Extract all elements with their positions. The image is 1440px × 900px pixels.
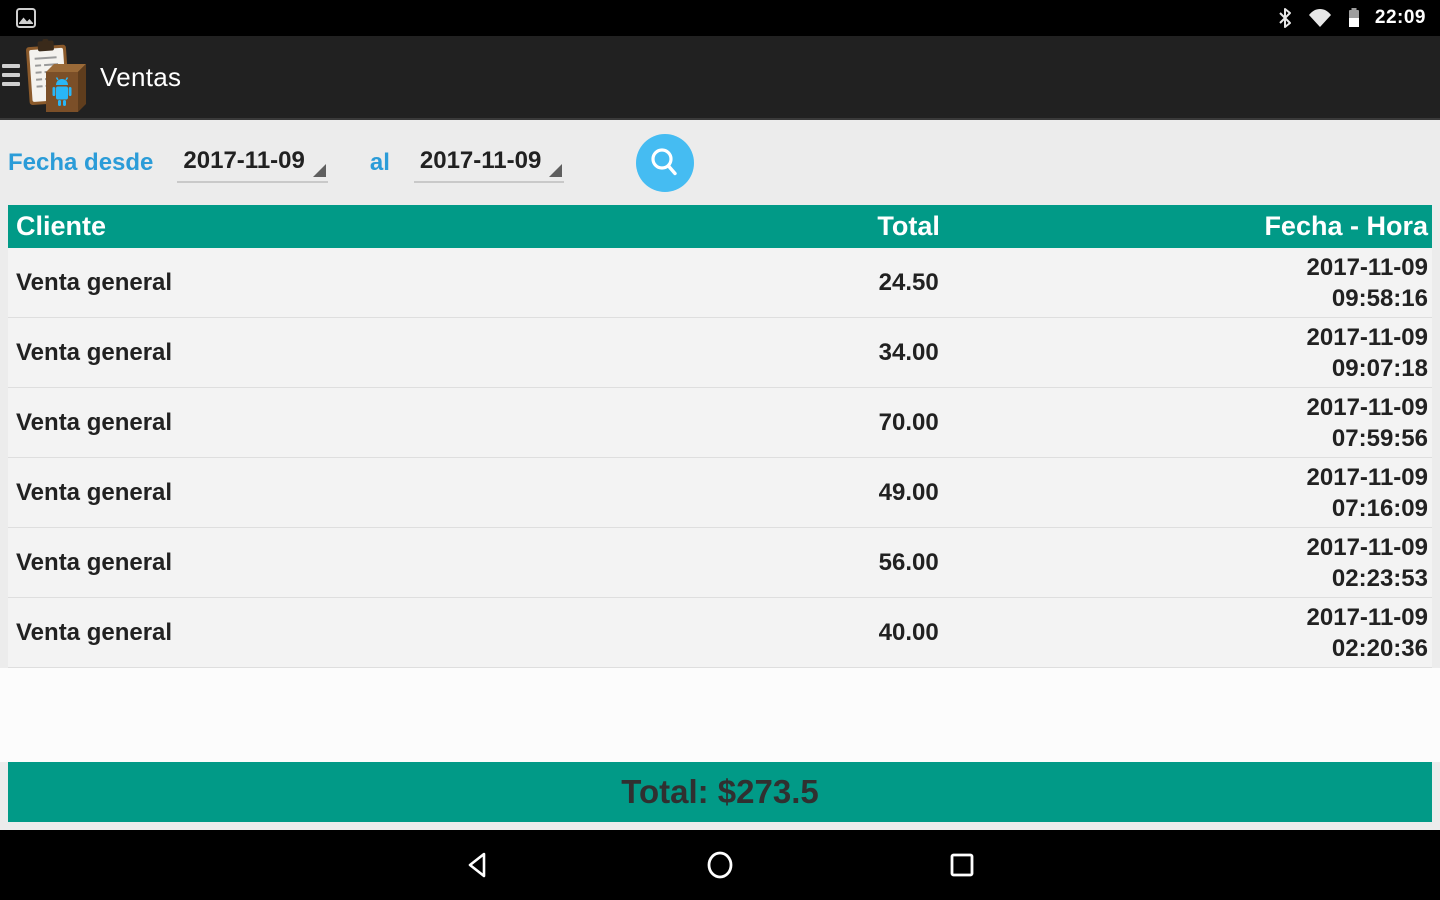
table-row[interactable]: Venta general 70.00 2017-11-09 07:59:56	[8, 388, 1432, 458]
menu-icon[interactable]	[2, 64, 20, 86]
back-icon	[468, 852, 486, 878]
time-line: 02:20:36	[1331, 634, 1428, 662]
datetime-cell: 2017-11-09 02:23:53	[1019, 532, 1432, 594]
time-line: 09:07:18	[1331, 354, 1428, 382]
battery-icon	[1348, 8, 1359, 27]
clock: 22:09	[1374, 7, 1426, 28]
date-from-spinner[interactable]: 2017-11-09	[177, 143, 328, 183]
header-datetime: Fecha - Hora	[1264, 211, 1428, 241]
sales-table: Cliente Total Fecha - Hora Venta general…	[8, 205, 1432, 668]
total-cell: 70.00	[878, 408, 939, 436]
table-row[interactable]: Venta general 56.00 2017-11-09 02:23:53	[8, 528, 1432, 598]
table-row[interactable]: Venta general 34.00 2017-11-09 09:07:18	[8, 318, 1432, 388]
datetime-cell: 2017-11-09 07:59:56	[1019, 392, 1432, 454]
time-line: 07:16:09	[1331, 494, 1428, 522]
status-system-icons: 22:09	[1275, 6, 1426, 30]
status-bar: 22:09	[0, 0, 1440, 36]
recents-button[interactable]	[930, 841, 994, 889]
app-bar: Ventas	[0, 36, 1440, 120]
total-cell: 56.00	[878, 548, 939, 576]
client-cell: Venta general	[16, 338, 173, 366]
navigation-bar	[0, 830, 1440, 900]
status-notifications	[14, 6, 38, 30]
date-to-value: 2017-11-09	[419, 146, 542, 174]
client-cell: Venta general	[16, 478, 173, 506]
screenshot-icon	[16, 8, 36, 28]
search-button[interactable]	[636, 133, 695, 192]
magnifier-icon	[651, 147, 678, 175]
header-client: Cliente	[16, 211, 107, 241]
grand-total-bar: Total: $273.5	[8, 762, 1432, 822]
empty-area	[0, 668, 1440, 762]
total-cell: 34.00	[878, 338, 939, 366]
page-title: Ventas	[100, 61, 182, 92]
total-cell: 49.00	[878, 478, 939, 506]
client-cell: Venta general	[16, 408, 173, 436]
header-total: Total	[877, 211, 940, 241]
client-cell: Venta general	[16, 548, 173, 576]
datetime-cell: 2017-11-09 09:07:18	[1019, 322, 1432, 384]
time-line: 09:58:16	[1331, 284, 1428, 312]
date-line: 2017-11-09	[1306, 463, 1428, 491]
total-cell: 24.50	[878, 268, 939, 296]
table-row[interactable]: Venta general 24.50 2017-11-09 09:58:16	[8, 248, 1432, 318]
date-line: 2017-11-09	[1306, 533, 1428, 561]
date-to-label: al	[369, 148, 390, 176]
datetime-cell: 2017-11-09 09:58:16	[1019, 252, 1432, 314]
client-cell: Venta general	[16, 618, 173, 646]
filter-row: Fecha desde 2017-11-09 al 2017-11-09	[0, 120, 1440, 205]
wifi-icon	[1308, 9, 1331, 27]
date-line: 2017-11-09	[1306, 603, 1428, 631]
grand-total-label: Total: $273.5	[621, 773, 819, 810]
date-from-value: 2017-11-09	[183, 146, 305, 174]
date-line: 2017-11-09	[1306, 323, 1428, 351]
total-cell: 40.00	[878, 618, 939, 646]
back-button[interactable]	[446, 841, 510, 889]
date-line: 2017-11-09	[1306, 393, 1428, 421]
client-cell: Venta general	[16, 268, 173, 296]
time-line: 02:23:53	[1331, 564, 1428, 592]
spinner-arrow-icon	[549, 163, 563, 177]
date-from-label: Fecha desde	[8, 148, 154, 176]
home-button[interactable]	[688, 841, 752, 889]
date-to-spinner[interactable]: 2017-11-09	[413, 143, 565, 183]
table-row[interactable]: Venta general 49.00 2017-11-09 07:16:09	[8, 458, 1432, 528]
spinner-arrow-icon	[312, 163, 326, 177]
recents-icon	[950, 853, 974, 877]
time-line: 07:59:56	[1331, 424, 1428, 452]
datetime-cell: 2017-11-09 07:16:09	[1019, 462, 1432, 524]
datetime-cell: 2017-11-09 02:20:36	[1019, 602, 1432, 664]
table-header-row: Cliente Total Fecha - Hora	[8, 205, 1432, 248]
home-icon	[707, 851, 733, 879]
table-row[interactable]: Venta general 40.00 2017-11-09 02:20:36	[8, 598, 1432, 668]
bluetooth-icon	[1279, 8, 1291, 28]
app-logo-icon	[26, 38, 86, 112]
date-line: 2017-11-09	[1306, 253, 1428, 281]
